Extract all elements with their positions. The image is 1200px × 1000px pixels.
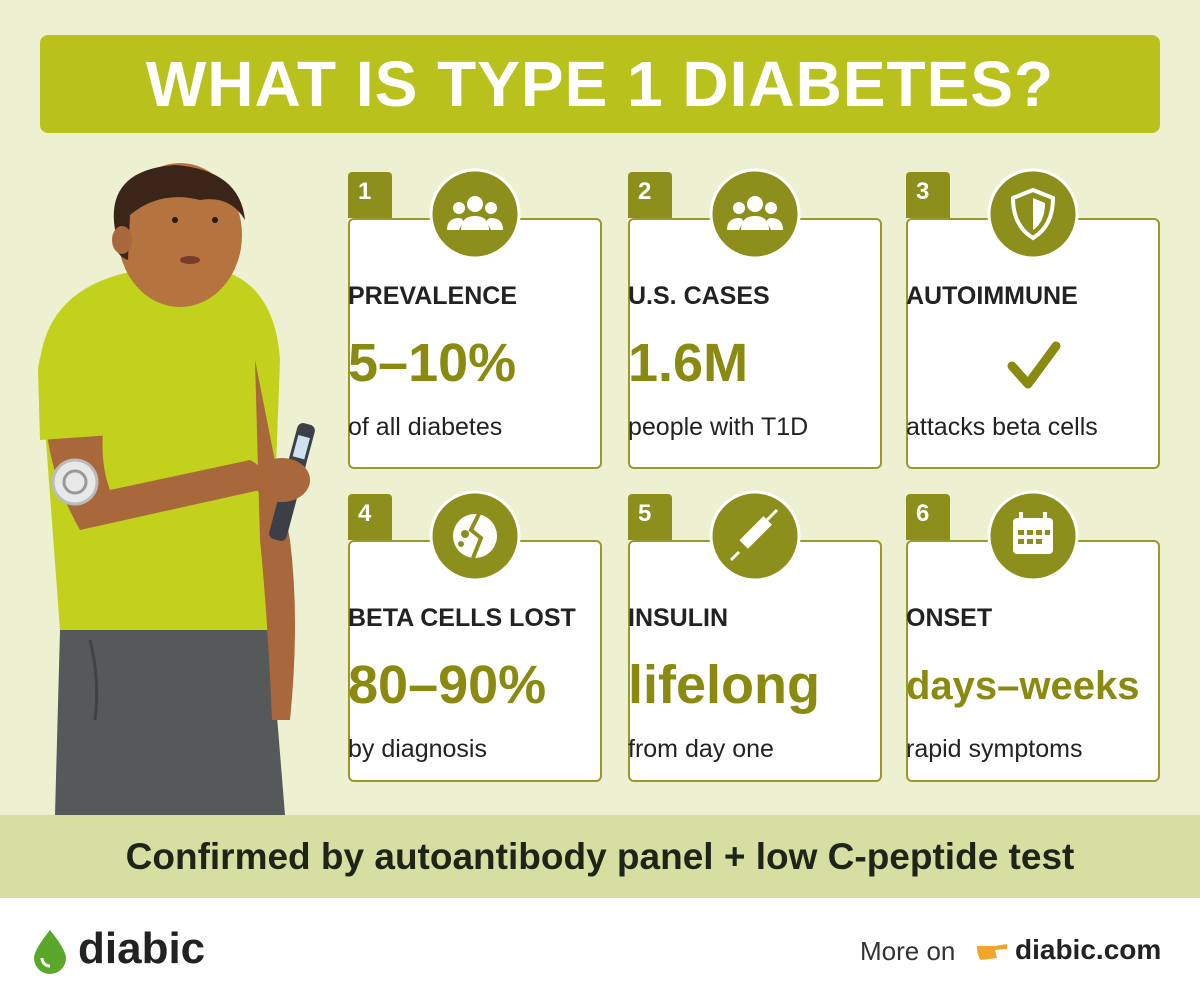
- card-icon: [709, 490, 801, 582]
- card: [348, 218, 602, 469]
- card-caption: of all diabetes: [348, 413, 503, 441]
- card-value: 5–10%: [348, 333, 517, 393]
- card-icon: [709, 168, 801, 260]
- card-value: 80–90%: [348, 655, 547, 715]
- card-caption: rapid symptoms: [906, 735, 1083, 763]
- card-number: 4: [348, 494, 392, 540]
- card-number: 2: [628, 172, 672, 218]
- footer: diabic More on diabic.com: [0, 898, 1200, 1000]
- pointer-icon: [977, 944, 1007, 960]
- card-icon: [429, 168, 521, 260]
- brand: diabic: [78, 924, 206, 973]
- card-label: ONSET: [906, 604, 993, 632]
- card-number: 5: [628, 494, 672, 540]
- card-label: BETA CELLS LOST: [348, 604, 576, 632]
- card-label: AUTOIMMUNE: [906, 282, 1078, 310]
- card-value: 1.6M: [628, 333, 749, 393]
- card-caption: from day one: [628, 735, 774, 763]
- check-icon: [1007, 341, 1061, 389]
- card-label: U.S. CASES: [628, 282, 770, 310]
- title: WHAT IS TYPE 1 DIABETES?: [40, 35, 1160, 133]
- card-caption: by diagnosis: [348, 735, 487, 763]
- card-label: PREVALENCE: [348, 282, 518, 310]
- card-number: 6: [906, 494, 950, 540]
- card-icon: [429, 490, 521, 582]
- person-illustration: [38, 163, 315, 815]
- card-value: lifelong: [628, 655, 820, 715]
- card-caption: people with T1D: [628, 413, 809, 441]
- banner: Confirmed by autoantibody panel + low C-…: [0, 815, 1200, 898]
- card: [906, 218, 1160, 469]
- link[interactable]: diabic.com: [1015, 934, 1162, 965]
- card-icon: [987, 490, 1079, 582]
- card-value: days–weeks: [906, 664, 1140, 708]
- card-icon: [987, 168, 1079, 260]
- card-number: 3: [906, 172, 950, 218]
- card: [628, 218, 882, 469]
- card-caption: attacks beta cells: [906, 413, 1098, 441]
- card-label: INSULIN: [628, 604, 728, 632]
- logo-drop: [34, 930, 66, 974]
- more-on: More on: [860, 936, 956, 966]
- card-number: 1: [348, 172, 392, 218]
